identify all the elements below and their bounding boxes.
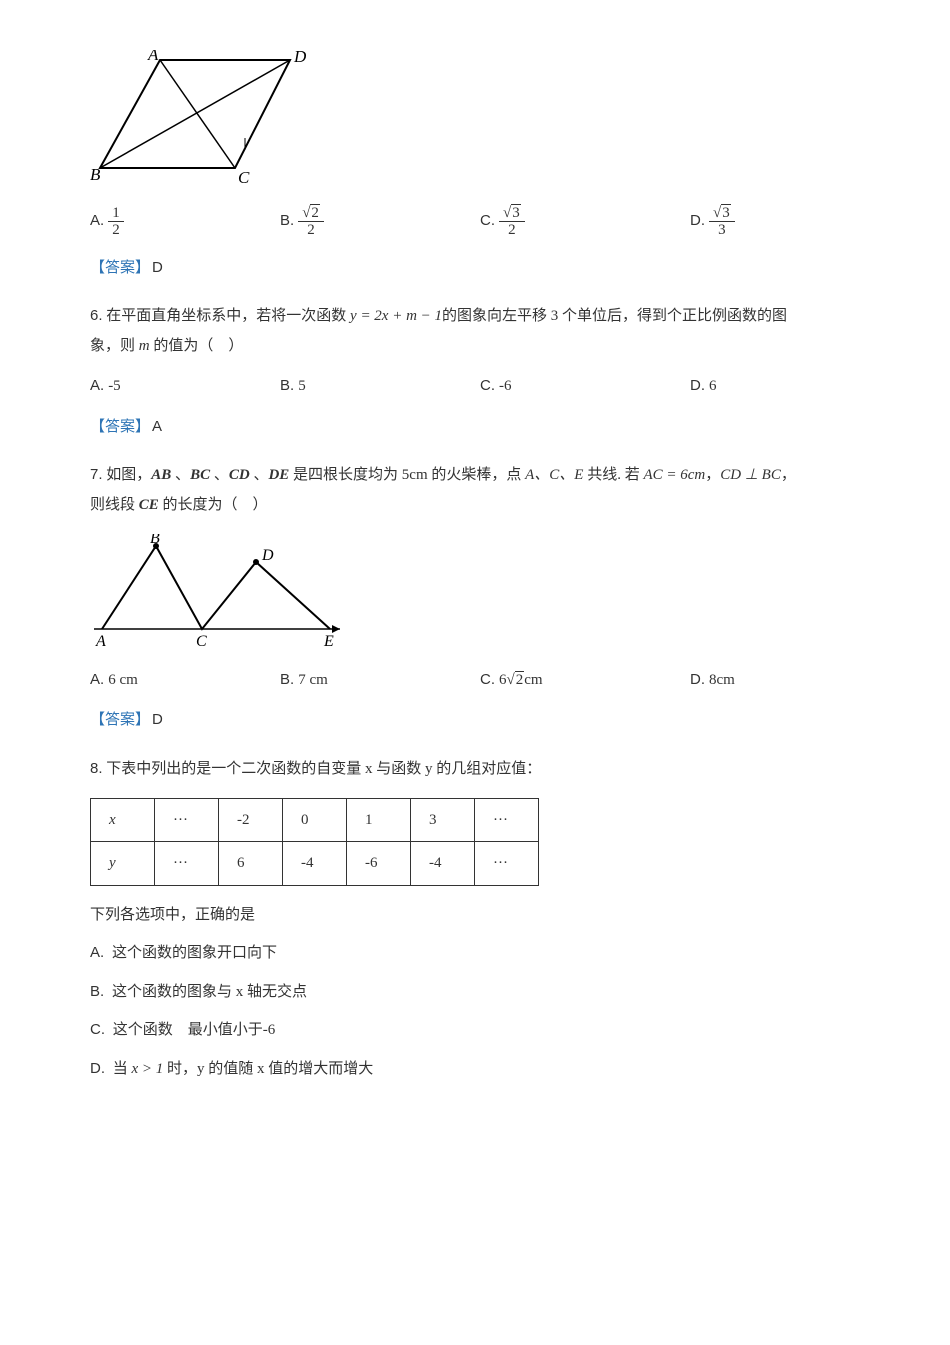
option-label: B. — [280, 210, 294, 233]
q5-options: A. 12 B. 22 C. 32 D. 33 — [90, 205, 860, 239]
node-d — [253, 559, 259, 565]
q8-choice-a: A. 这个函数的图象开口向下 — [90, 942, 860, 965]
q6-option-c: C.-6 — [480, 375, 690, 398]
q7-svg: A B C D E — [90, 534, 348, 649]
svg-text:D: D — [261, 547, 274, 564]
q7-text: 7. 如图，AB 、BC 、CD 、DE 是四根长度均为 5cm 的火柴棒，点 … — [90, 460, 860, 520]
option-label: C. — [480, 210, 495, 233]
q6-options: A.-5 B.5 C.-6 D.6 — [90, 375, 860, 398]
q6-option-b: B.5 — [280, 375, 480, 398]
label-d: D — [293, 50, 307, 66]
q6-answer: 【答案】A — [90, 416, 860, 439]
answer-letter: D — [152, 259, 163, 276]
arrow-icon — [332, 625, 340, 633]
answer-prefix: 【答案】 — [90, 260, 150, 276]
q6-option-a: A.-5 — [90, 375, 280, 398]
q8-table: x ··· -2 0 1 3 ··· y ··· 6 -4 -6 -4 ··· — [90, 798, 539, 886]
label-b: B — [90, 165, 101, 184]
q7-option-b: B.7 cm — [280, 669, 480, 692]
q7-options: A.6 cm B.7 cm C.62cm D.8cm — [90, 669, 860, 692]
q5-figure: A D B C — [90, 50, 860, 193]
table-row: y ··· 6 -4 -6 -4 ··· — [91, 842, 539, 886]
table-row: x ··· -2 0 1 3 ··· — [91, 798, 539, 842]
label-a: A — [147, 50, 159, 64]
q7-option-a: A.6 cm — [90, 669, 280, 692]
svg-text:A: A — [95, 633, 106, 649]
q8-choice-c: C. 这个函数 最小值小于-6 — [90, 1019, 860, 1042]
q7-option-d: D.8cm — [690, 669, 860, 692]
diag-ac — [160, 60, 235, 168]
q8-text: 8. 下表中列出的是一个二次函数的自变量 x 与函数 y 的几组对应值： — [90, 754, 860, 784]
q7-answer: 【答案】D — [90, 709, 860, 732]
q7-figure: A B C D E — [90, 534, 860, 657]
q5-option-b: B. 22 — [280, 205, 480, 239]
q8-below: 下列各选项中，正确的是 — [90, 904, 860, 927]
q5-option-a: A. 12 — [90, 205, 280, 239]
q8-choice-d: D. 当 x > 1 时，y 的值随 x 值的增大而增大 — [90, 1058, 860, 1081]
svg-text:C: C — [196, 633, 207, 649]
option-label: D. — [690, 210, 705, 233]
q8-choices: A. 这个函数的图象开口向下 B. 这个函数的图象与 x 轴无交点 C. 这个函… — [90, 942, 860, 1080]
svg-text:B: B — [150, 534, 160, 547]
q5-option-c: C. 32 — [480, 205, 690, 239]
q8-choice-b: B. 这个函数的图象与 x 轴无交点 — [90, 981, 860, 1004]
matchsticks — [102, 546, 330, 629]
q5-svg: A D B C — [90, 50, 308, 185]
q5-option-d: D. 33 — [690, 205, 860, 239]
label-c: C — [238, 168, 250, 185]
q6-text: 6. 在平面直角坐标系中，若将一次函数 y = 2x + m − 1的图象向左平… — [90, 301, 860, 361]
q6-option-d: D.6 — [690, 375, 860, 398]
option-label: A. — [90, 210, 104, 233]
svg-text:E: E — [323, 633, 334, 649]
q5-answer: 【答案】D — [90, 257, 860, 280]
q-number: 6. — [90, 307, 103, 324]
q7-option-c: C.62cm — [480, 669, 690, 692]
